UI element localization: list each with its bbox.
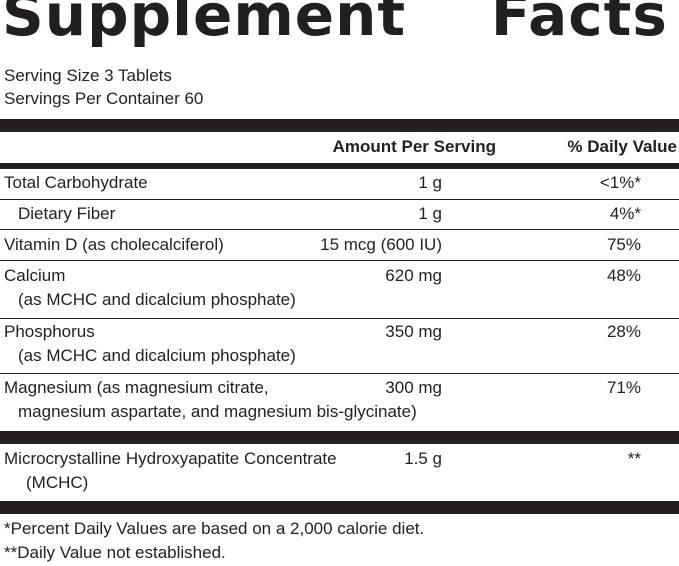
panel-title: Supplement Facts [2,0,668,49]
nutrient-daily-value: 28% [606,322,641,341]
servings-per-container: Servings Per Container 60 [4,89,204,108]
nutrient-daily-value: 4%* [609,204,641,223]
row-divider [0,373,679,374]
nutrient-daily-value: 48% [606,266,641,285]
nutrient-name: Calcium [4,266,66,285]
nutrient-daily-value: <1%* [599,173,641,192]
medium-divider [0,163,679,169]
footnote-daily-values: *Percent Daily Values are based on a 2,0… [4,519,425,538]
nutrient-amount: 1 g [418,204,442,223]
daily-value-header: % Daily Value [567,137,677,156]
thick-divider-middle [0,431,679,444]
nutrient-name-detail: (as MCHC and dicalcium phosphate) [18,346,296,365]
nutrient-name: Phosphorus [4,322,95,341]
nutrient-name-detail: (as MCHC and dicalcium phosphate) [18,290,296,309]
nutrient-daily-value: 71% [606,378,641,397]
nutrient-amount: 300 mg [385,378,442,397]
nutrient-name: Vitamin D (as cholecalciferol) [4,235,224,254]
row-divider [0,199,679,200]
nutrient-name-detail: (MCHC) [26,473,89,492]
nutrient-name-detail: magnesium aspartate, and magnesium bis-g… [18,402,417,421]
nutrient-amount: 620 mg [385,266,442,285]
nutrient-name: Total Carbohydrate [4,173,148,192]
row-divider [0,318,679,319]
amount-per-serving-header: Amount Per Serving [332,137,496,156]
nutrient-name: Microcrystalline Hydroxyapatite Concentr… [4,449,337,468]
nutrient-name: Dietary Fiber [18,204,116,223]
nutrient-amount: 350 mg [385,322,442,341]
serving-size: Serving Size 3 Tablets [4,66,172,85]
nutrient-amount: 1 g [418,173,442,192]
nutrient-daily-value: 75% [606,235,641,254]
row-divider [0,260,679,261]
thick-divider-top [0,119,679,132]
footnote-not-established: **Daily Value not established. [4,543,226,562]
nutrient-amount: 1.5 g [404,449,442,468]
nutrient-daily-value: ** [627,449,641,468]
row-divider [0,229,679,230]
nutrient-amount: 15 mcg (600 IU) [320,235,442,254]
nutrient-name: Magnesium (as magnesium citrate, [4,378,269,397]
thick-divider-bottom [0,501,679,514]
